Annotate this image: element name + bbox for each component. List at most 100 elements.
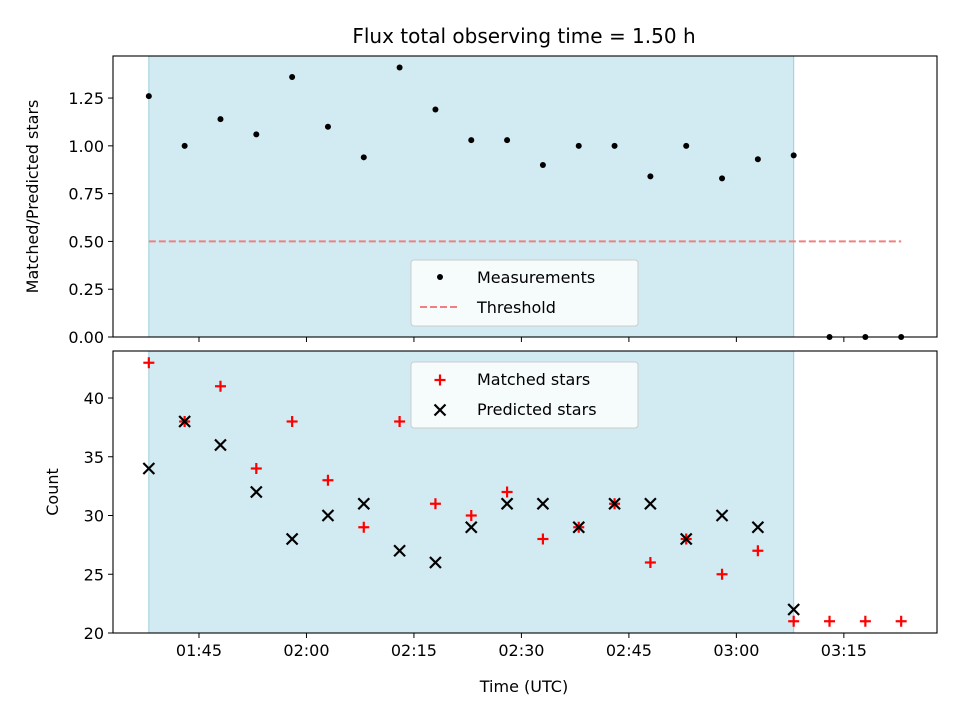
y-tick-label: 35 [84, 448, 104, 467]
measurement-point [754, 156, 761, 163]
bottom-axes-frame [112, 350, 938, 634]
y-tick-label: 0.75 [68, 185, 104, 204]
predicted-star-point [500, 497, 514, 511]
predicted-star-point [787, 603, 800, 616]
predicted-star-point [608, 497, 621, 511]
matched-star-point [429, 498, 441, 510]
measurement-point [432, 106, 439, 113]
matched-star-point [788, 615, 800, 627]
measurement-point [647, 173, 654, 180]
cross-stroke [644, 497, 657, 511]
predicted-star-point [715, 509, 729, 522]
legend-measurement-marker [437, 274, 443, 280]
bottom-y-axis-label: Count [43, 468, 62, 516]
cross-stroke [787, 603, 800, 616]
y-tick-label: 20 [84, 624, 104, 643]
predicted-star-point [178, 415, 191, 428]
predicted-star-point [751, 520, 765, 534]
predicted-star-point [572, 520, 586, 534]
cross-stroke [464, 520, 478, 534]
matched-star-point [214, 380, 226, 392]
matched-star-point [716, 568, 728, 580]
predicted-star-point [214, 438, 227, 452]
predicted-stars-points [142, 415, 800, 616]
predicted-star-point [536, 497, 550, 511]
y-tick-label: 0.25 [68, 280, 104, 299]
cross-stroke [536, 497, 550, 511]
measurement-point [539, 161, 546, 168]
cross-stroke [679, 532, 693, 546]
top-x-ticks [198, 337, 845, 342]
measurement-point [611, 142, 618, 149]
legend-matched-marker [434, 374, 446, 386]
matched-star-point [143, 357, 155, 369]
matched-star-point [465, 510, 477, 521]
predicted-star-point [679, 532, 693, 546]
measurement-point [145, 93, 152, 100]
matched-star-point [286, 416, 298, 427]
y-tick-label: 1.00 [68, 137, 104, 156]
top-axes-frame [112, 55, 938, 338]
bottom-y-ticks: 20 25 30 35 40 [84, 389, 113, 643]
x-axis-label: Time (UTC) [479, 677, 568, 696]
cross-stroke [321, 509, 335, 522]
x-tick-label: 03:15 [821, 641, 867, 660]
legend-predicted-label: Predicted stars [477, 400, 597, 419]
cross-stroke [357, 497, 371, 511]
measurement-point [360, 154, 367, 161]
predicted-star-point [250, 485, 263, 499]
measurement-point [504, 137, 511, 144]
measurement-point [217, 116, 224, 123]
y-tick-label: 0.00 [68, 328, 104, 347]
predicted-star-point [464, 520, 478, 534]
predicted-star-point [357, 497, 371, 511]
bottom-x-ticks: 01:45 02:00 02:15 02:30 02:45 03:00 03:15 [176, 633, 867, 660]
y-tick-label: 1.25 [68, 89, 104, 108]
cross-stroke [393, 544, 406, 558]
cross-stroke [178, 415, 191, 428]
cross-stroke [433, 403, 447, 417]
cross-stroke [572, 520, 586, 534]
measurement-point [253, 131, 260, 138]
legend-matched-label: Matched stars [477, 370, 590, 389]
y-tick-label: 30 [84, 507, 104, 526]
measurement-point [719, 175, 726, 182]
y-tick-label: 40 [84, 389, 104, 408]
predicted-star-point [429, 556, 442, 569]
predicted-star-point [142, 462, 156, 475]
cross-stroke [608, 497, 621, 511]
matched-star-point [859, 615, 871, 627]
predicted-star-point [285, 532, 299, 546]
chart-title: Flux total observing time = 1.50 h [352, 24, 695, 48]
measurement-point [396, 64, 403, 71]
measurement-point [289, 74, 296, 81]
x-tick-label: 02:45 [606, 641, 652, 660]
measurement-point [683, 142, 690, 149]
matched-star-point [895, 615, 907, 627]
predicted-star-point [321, 509, 335, 522]
matched-star-point [358, 521, 370, 533]
cross-stroke [429, 556, 442, 569]
measurement-point [181, 142, 188, 149]
measurement-point [324, 123, 331, 130]
x-tick-label: 02:00 [283, 641, 329, 660]
legend-box [410, 361, 639, 429]
predicted-star-point [644, 497, 657, 511]
cross-stroke [285, 532, 299, 546]
matched-star-point [537, 533, 549, 545]
cross-stroke [250, 485, 263, 499]
matched-star-point [322, 474, 334, 486]
bottom-legend: Matched stars Predicted stars [410, 361, 639, 429]
bottom-panel: 20 25 30 35 40 01:45 02:00 02:15 02:30 02:45 03:0… [43, 350, 938, 696]
legend-predicted-marker [433, 403, 447, 417]
matched-star-point [501, 486, 513, 498]
legend-box [410, 259, 639, 327]
matched-star-point [250, 463, 262, 474]
matched-star-point [394, 416, 406, 427]
x-tick-label: 02:30 [498, 641, 544, 660]
measurement-point [575, 142, 582, 149]
predicted-star-point [393, 544, 406, 558]
cross-stroke [500, 497, 514, 511]
y-tick-label: 0.50 [68, 232, 104, 251]
